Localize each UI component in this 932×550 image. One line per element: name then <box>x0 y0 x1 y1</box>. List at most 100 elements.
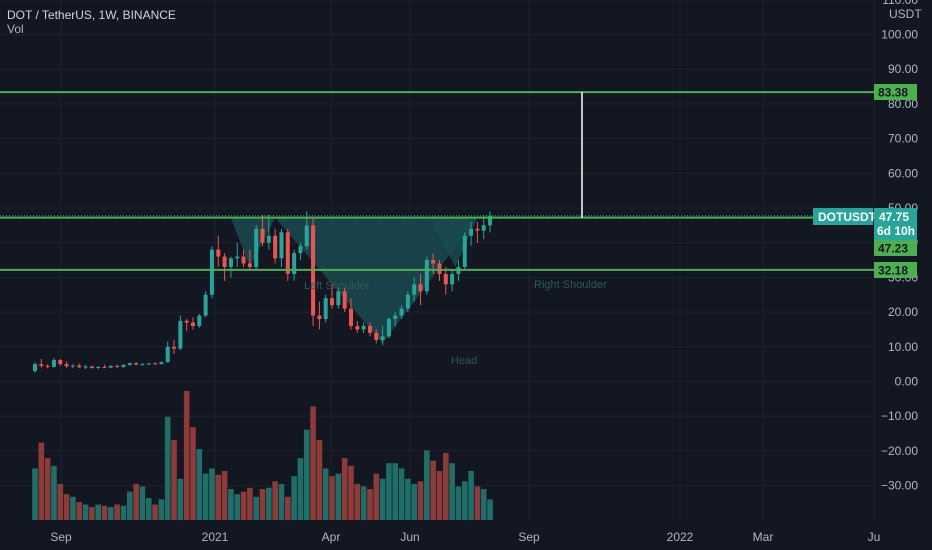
volume-bar <box>95 504 101 520</box>
candle-body <box>159 362 164 365</box>
price-tick-label: 90.00 <box>888 62 918 76</box>
candle-body <box>475 228 480 231</box>
time-tick-label: Mar <box>753 530 774 544</box>
volume-bar <box>253 496 259 520</box>
volume-bar <box>405 478 411 520</box>
candle-body <box>450 273 455 285</box>
symbol-title[interactable]: DOT / TetherUS, 1W, BINANCE <box>7 8 176 22</box>
candle-body <box>216 249 221 257</box>
volume-bar <box>373 473 380 520</box>
candle-body <box>247 263 252 267</box>
candle-body <box>260 228 265 243</box>
pattern-labels: Left Shoulder Head Right Shoulder <box>304 279 607 367</box>
chart-legend: DOT / TetherUS, 1W, BINANCE Vol <box>7 8 176 36</box>
right-shoulder-label: Right Shoulder <box>534 279 607 291</box>
candle-body <box>134 363 139 365</box>
horizontal-levels <box>0 91 874 271</box>
candle-body <box>399 308 404 316</box>
volume-bar <box>487 499 493 520</box>
volume-bar <box>240 491 247 520</box>
candle-body <box>292 253 297 274</box>
pattern-area <box>275 217 478 344</box>
candle-body <box>386 319 391 337</box>
price-tick-label: −20.00 <box>881 444 918 458</box>
price-tick-label: 10.00 <box>888 340 918 354</box>
candle-body <box>191 322 195 326</box>
candle-body <box>254 228 259 267</box>
candle-body <box>469 228 474 236</box>
candle-body <box>367 325 372 333</box>
volume-bar <box>190 427 196 520</box>
resistance-tag[interactable]: 83.38 <box>874 84 917 100</box>
neckline-tag[interactable]: 47.23 <box>874 240 917 256</box>
volume-bar <box>392 463 399 520</box>
candle-body <box>374 332 379 340</box>
volume-bar <box>411 483 417 520</box>
candle-body <box>361 325 366 330</box>
time-tick-label: 2022 <box>667 530 694 544</box>
support-tag[interactable]: 32.18 <box>874 262 917 278</box>
candle-body <box>209 249 214 295</box>
volume-bar <box>38 442 45 520</box>
price-tick-label: −30.00 <box>881 479 918 493</box>
candle-body <box>336 291 341 306</box>
volume-bar <box>202 473 209 520</box>
volume-bar <box>76 501 83 520</box>
volume-bar <box>278 483 285 520</box>
volume-bar <box>449 463 455 520</box>
candle-body <box>488 215 493 226</box>
symbol-tag[interactable]: DOTUSDT <box>813 208 877 225</box>
volume-bar <box>291 476 297 520</box>
candle-body <box>83 366 88 368</box>
last-price-tag[interactable]: 47.75 6d 10h <box>874 208 917 240</box>
volume-bar <box>145 498 152 520</box>
volume-bar <box>259 489 266 520</box>
candle-body <box>330 298 335 306</box>
volume-bar <box>430 460 436 520</box>
volume-bar <box>443 452 449 520</box>
volume-bar <box>221 470 228 520</box>
volume-bar <box>152 504 158 520</box>
volume-bar <box>177 478 184 520</box>
candle-body <box>462 235 467 267</box>
volume-bar <box>398 468 405 520</box>
volume-bar <box>335 473 342 520</box>
volume-bar <box>322 468 329 520</box>
candle-body <box>481 225 486 231</box>
candle-body <box>279 232 284 259</box>
time-axis: Sep 2021 Apr Jun Sep 2022 Mar Ju <box>50 530 880 544</box>
candle-body <box>140 364 145 366</box>
candle-body <box>228 258 233 267</box>
candle-body <box>64 364 69 367</box>
candle-body <box>146 363 151 365</box>
volume-bar <box>455 486 462 520</box>
countdown-value: 6d 10h <box>877 224 915 238</box>
candle-body <box>273 235 278 259</box>
candle-body <box>39 364 44 366</box>
candle-body <box>33 364 37 372</box>
price-tick-label: 70.00 <box>888 132 918 146</box>
volume-bar <box>266 487 272 520</box>
candle-body <box>102 366 107 368</box>
volume-bar <box>329 476 335 520</box>
volume-bar <box>303 429 310 520</box>
price-tick-label: 60.00 <box>888 166 918 180</box>
candle-body <box>203 294 208 316</box>
volume-indicator-label[interactable]: Vol <box>7 22 24 36</box>
candle-body <box>165 346 170 363</box>
time-tick-label: Sep <box>50 530 72 544</box>
candle-body <box>108 365 113 368</box>
volume-bar <box>158 499 165 520</box>
candle-body <box>70 365 75 367</box>
candle-body <box>443 273 448 285</box>
volume-bar <box>108 507 114 520</box>
volume-bar <box>297 458 304 520</box>
candle-body <box>285 232 290 274</box>
candle-body <box>412 284 417 295</box>
volume-bar <box>367 489 373 520</box>
price-tick-label: 0.00 <box>895 375 919 389</box>
support-tag-value: 32.18 <box>878 264 908 278</box>
volume-bar <box>101 505 108 520</box>
volume-bar <box>348 465 354 520</box>
